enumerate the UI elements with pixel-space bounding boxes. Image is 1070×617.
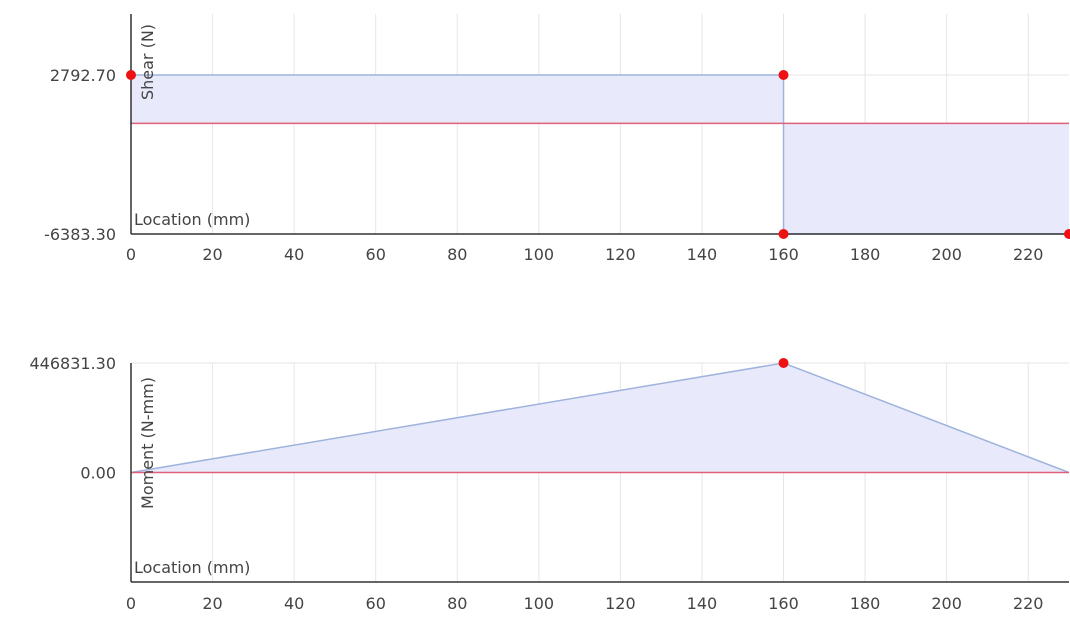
data-point-marker bbox=[778, 358, 789, 368]
x-tick-label: 180 bbox=[850, 594, 881, 613]
x-axis-title: Location (mm) bbox=[134, 558, 250, 577]
x-tick-label: 100 bbox=[524, 245, 555, 264]
data-point-marker bbox=[126, 70, 136, 80]
y-tick-label: 2792.70 bbox=[50, 66, 116, 85]
x-tick-label: 60 bbox=[366, 245, 386, 264]
x-tick-label: 80 bbox=[447, 245, 467, 264]
y-axis-title: Shear (N) bbox=[138, 24, 157, 100]
data-point-marker bbox=[1064, 229, 1070, 239]
x-tick-label: 200 bbox=[931, 245, 962, 264]
x-tick-label: 80 bbox=[447, 594, 467, 613]
x-tick-label: 220 bbox=[1013, 245, 1044, 264]
x-tick-label: 0 bbox=[126, 245, 136, 264]
x-tick-label: 40 bbox=[284, 245, 304, 264]
y-tick-label: 0.00 bbox=[80, 464, 116, 483]
x-tick-label: 140 bbox=[687, 245, 718, 264]
x-tick-label: 120 bbox=[605, 245, 636, 264]
series-area bbox=[131, 75, 1069, 234]
x-axis-title: Location (mm) bbox=[134, 210, 250, 229]
x-tick-label: 20 bbox=[202, 594, 222, 613]
x-tick-label: 60 bbox=[366, 594, 386, 613]
x-tick-label: 140 bbox=[687, 594, 718, 613]
data-point-marker bbox=[778, 70, 789, 80]
moment-chart: 0 20 40 60 80 100 120 140 160 180 200 220 446831.30 0… bbox=[29, 354, 1070, 613]
y-tick-label: -6383.30 bbox=[44, 225, 116, 244]
x-tick-label: 40 bbox=[284, 594, 304, 613]
data-point-marker bbox=[778, 229, 789, 239]
x-tick-label: 180 bbox=[850, 245, 881, 264]
y-tick-label: 446831.30 bbox=[29, 354, 116, 373]
x-tick-label: 100 bbox=[524, 594, 555, 613]
x-tick-label: 20 bbox=[202, 245, 222, 264]
x-tick-label: 220 bbox=[1013, 594, 1044, 613]
y-axis-title: Moment (N-mm) bbox=[138, 377, 157, 509]
x-tick-label: 120 bbox=[605, 594, 636, 613]
x-tick-label: 200 bbox=[931, 594, 962, 613]
x-tick-label: 0 bbox=[126, 594, 136, 613]
shear-chart: 0 20 40 60 80 100 120 140 160 180 200 220 2792.70 -63… bbox=[44, 14, 1070, 264]
x-tick-label: 160 bbox=[768, 245, 799, 264]
series-area bbox=[131, 363, 1069, 473]
x-tick-label: 160 bbox=[768, 594, 799, 613]
